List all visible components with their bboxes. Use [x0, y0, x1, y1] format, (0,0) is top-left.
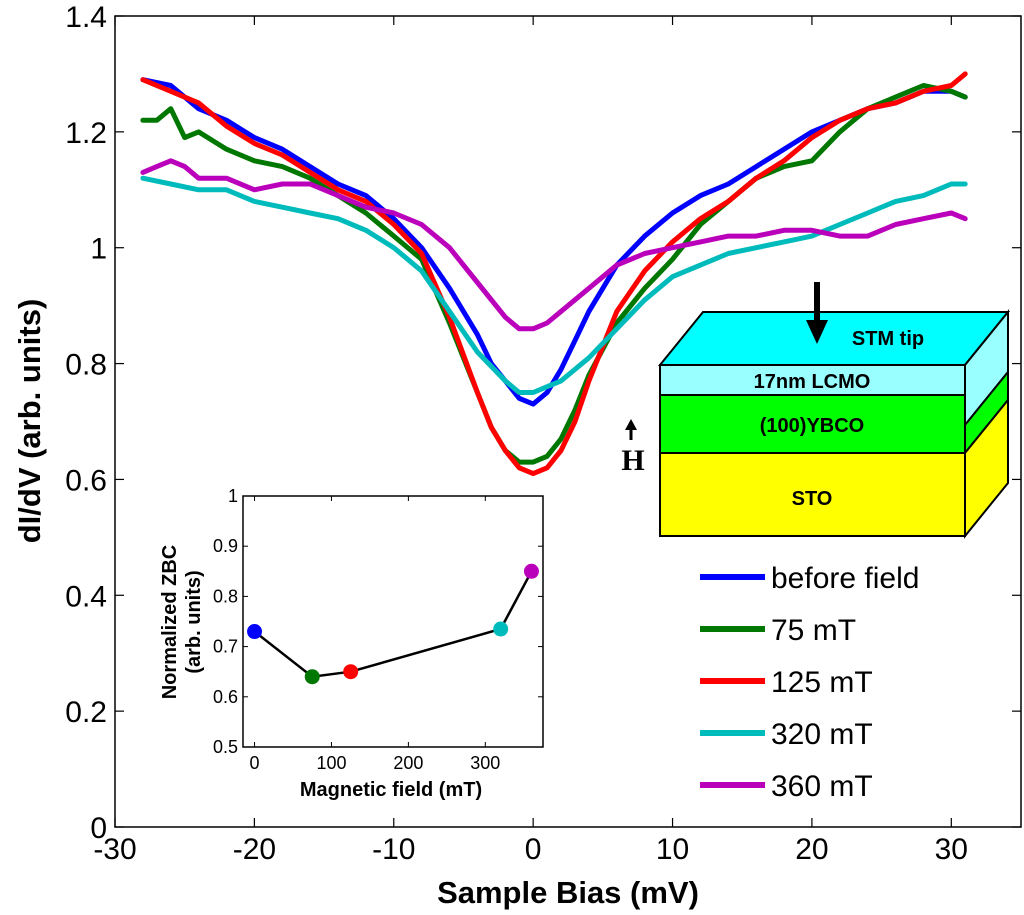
inset-x-tick-label: 300: [470, 753, 500, 773]
x-tick-label: 0: [525, 833, 542, 866]
main-series-group: [140, 71, 968, 477]
y-tick-label: 1.2: [65, 117, 107, 150]
inset-y-tick-label: 0.5: [213, 737, 238, 757]
legend-label: 125 mT: [771, 666, 873, 699]
inset-y-tick-label: 0.7: [213, 637, 238, 657]
inset-y-tick-label: 0.8: [213, 586, 238, 606]
y-tick-label: 0.8: [65, 349, 107, 382]
sample-schematic: STM tip 17nm LCMO (100)YBCO STO H: [621, 282, 1011, 539]
x-tick-label: -20: [233, 833, 276, 866]
inset-x-tick-label: 0: [250, 753, 260, 773]
x-axis-label: Sample Bias (mV): [437, 875, 699, 910]
inset-x-tick-label: 100: [316, 753, 346, 773]
inset-y-axis-label-line1: Normalized ZBC: [159, 545, 181, 699]
inset-zbc-point: [493, 621, 509, 637]
series-line-360-mt: [140, 158, 968, 332]
x-tick-label: 20: [795, 833, 828, 866]
inset-series-group: [247, 563, 539, 685]
y-tick-label: 0: [90, 812, 107, 845]
inset-ticks: 0 100 200 300 0.5 0.6 0.7 0.8 0.9 1: [213, 486, 543, 773]
y-axis-label: dI/dV (arb. units): [12, 299, 47, 544]
legend-label: 360 mT: [771, 770, 873, 803]
y-tick-label: 1: [90, 233, 107, 266]
series-line-320-mt: [140, 175, 968, 395]
legend: before field 75 mT 125 mT 320 mT 360 mT: [700, 562, 919, 803]
y-tick-label: 0.4: [65, 580, 107, 613]
series-line-before-field: [140, 77, 968, 407]
layer-label-stm-tip: STM tip: [852, 328, 924, 350]
x-tick-label: 30: [935, 833, 968, 866]
layer-sto-front: [659, 452, 966, 537]
inset-plot-frame: [242, 495, 544, 748]
x-tick-label: -10: [372, 833, 415, 866]
layer-top-face: [657, 311, 1011, 366]
inset-y-tick-label: 1: [228, 486, 238, 506]
inset-zbc-point: [247, 624, 263, 640]
stm-tip-arrow: [806, 282, 828, 344]
field-arrow: [625, 419, 637, 440]
inset-y-tick-label: 0.6: [213, 687, 238, 707]
legend-label: 75 mT: [771, 614, 856, 647]
layer-label-ybco: (100)YBCO: [760, 415, 864, 437]
inset-x-tick-label: 200: [393, 753, 423, 773]
inset-y-axis-label-line2: (arb. units): [183, 570, 205, 673]
field-label: H: [621, 444, 644, 477]
series-line-75-mt: [140, 83, 968, 465]
inset-zbc-point: [304, 669, 320, 685]
x-tick-label: 10: [656, 833, 689, 866]
layer-label-sto: STO: [792, 488, 833, 510]
layer-label-lcmo: 17nm LCMO: [754, 371, 871, 393]
inset-chart: 0 100 200 300 0.5 0.6 0.7 0.8 0.9 1 Magnetic fiel…: [159, 486, 544, 801]
y-tick-label: 0.2: [65, 696, 107, 729]
series-line-125-mt: [140, 71, 968, 477]
y-tick-label: 1.4: [65, 1, 107, 34]
inset-zbc-point: [523, 563, 539, 579]
legend-label: before field: [771, 562, 919, 595]
y-tick-label: 0.6: [65, 464, 107, 497]
main-plot-frame: [114, 15, 1022, 828]
x-tick-label: -30: [93, 833, 136, 866]
inset-y-tick-label: 0.9: [213, 536, 238, 556]
legend-label: 320 mT: [771, 718, 873, 751]
inset-zbc-point: [343, 664, 359, 680]
inset-x-axis-label: Magnetic field (mT): [300, 779, 482, 801]
